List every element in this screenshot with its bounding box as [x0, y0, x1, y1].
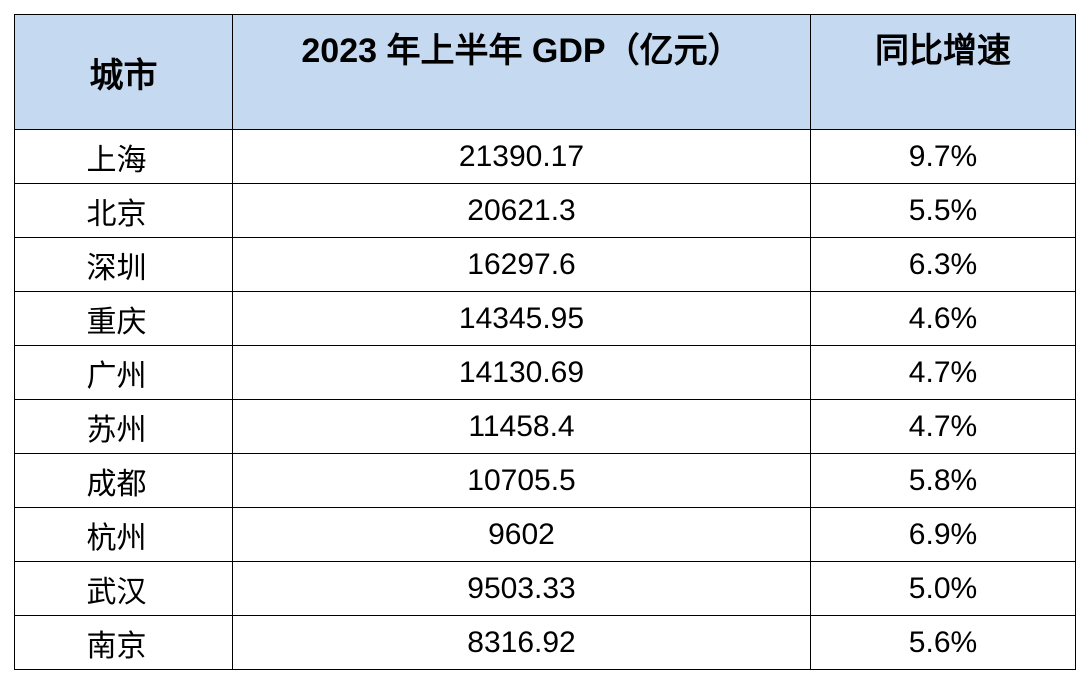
table-row: 深圳 16297.6 6.3% [14, 237, 1076, 292]
city-cell: 成都 [14, 453, 233, 508]
table-row: 上海 21390.17 9.7% [14, 129, 1076, 184]
data-cell: 9503.33 [232, 561, 811, 616]
table-row: 南京 8316.92 5.6% [14, 615, 1076, 670]
city-cell: 武汉 [14, 561, 233, 616]
city-cell: 广州 [14, 345, 233, 400]
table-row: 武汉 9503.33 5.0% [14, 561, 1076, 616]
data-cell: 5.6% [810, 615, 1076, 670]
city-cell: 北京 [14, 183, 233, 238]
data-cell: 4.6% [810, 291, 1076, 346]
data-cell: 6.9% [810, 507, 1076, 562]
data-cell: 4.7% [810, 345, 1076, 400]
table-row: 重庆 14345.95 4.6% [14, 291, 1076, 346]
header-cell: 城市 [14, 14, 233, 130]
data-cell: 9.7% [810, 129, 1076, 184]
city-cell: 重庆 [14, 291, 233, 346]
header-cell: 同比增速 [810, 14, 1076, 130]
table-row: 苏州 11458.4 4.7% [14, 399, 1076, 454]
table-body: 上海 21390.17 9.7% 北京 20621.3 5.5% 深圳 16297.6 6.3%… [14, 129, 1076, 670]
data-cell: 6.3% [810, 237, 1076, 292]
data-cell: 5.5% [810, 183, 1076, 238]
city-cell: 杭州 [14, 507, 233, 562]
header-cell: 2023 年上半年 GDP（亿元） [232, 14, 811, 130]
data-cell: 9602 [232, 507, 811, 562]
data-cell: 14130.69 [232, 345, 811, 400]
header-row: 城市 2023 年上半年 GDP（亿元） 同比增速 [14, 14, 1076, 130]
data-cell: 20621.3 [232, 183, 811, 238]
data-cell: 5.8% [810, 453, 1076, 508]
city-cell: 深圳 [14, 237, 233, 292]
data-cell: 4.7% [810, 399, 1076, 454]
data-cell: 16297.6 [232, 237, 811, 292]
data-cell: 11458.4 [232, 399, 811, 454]
table-row: 北京 20621.3 5.5% [14, 183, 1076, 238]
city-cell: 苏州 [14, 399, 233, 454]
table-row: 广州 14130.69 4.7% [14, 345, 1076, 400]
data-cell: 5.0% [810, 561, 1076, 616]
table-row: 成都 10705.5 5.8% [14, 453, 1076, 508]
data-cell: 21390.17 [232, 129, 811, 184]
table-row: 杭州 9602 6.9% [14, 507, 1076, 562]
data-cell: 8316.92 [232, 615, 811, 670]
data-cell: 10705.5 [232, 453, 811, 508]
city-cell: 上海 [14, 129, 233, 184]
data-cell: 14345.95 [232, 291, 811, 346]
city-cell: 南京 [14, 615, 233, 670]
gdp-table: 城市 2023 年上半年 GDP（亿元） 同比增速 上海 21390.17 9.7% 北京… [14, 14, 1076, 670]
